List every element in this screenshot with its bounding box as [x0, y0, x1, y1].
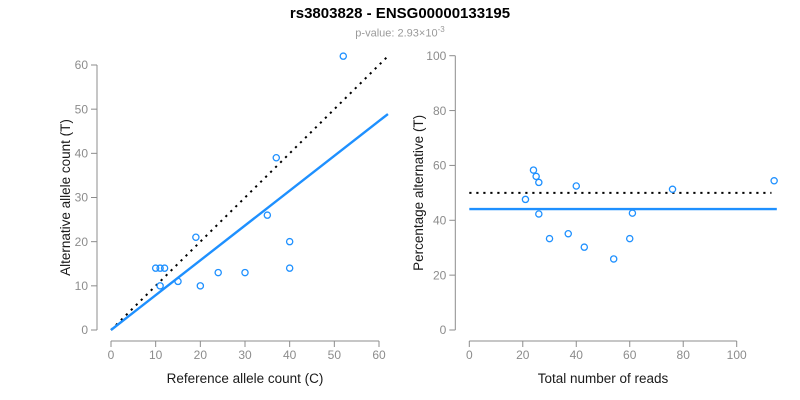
pvalue-exponent: -3 — [437, 25, 445, 34]
data-point — [625, 234, 634, 243]
x-tick-label: 10 — [149, 348, 163, 362]
y-axis-title: Alternative allele count (T) — [58, 119, 73, 276]
data-point — [241, 268, 249, 277]
x-tick-label: 30 — [238, 348, 252, 362]
data-point — [580, 243, 589, 251]
y-tick-label: 60 — [75, 58, 89, 72]
x-tick-label: 80 — [677, 348, 691, 362]
x-tick-label: 50 — [328, 348, 342, 362]
x-axis-title: Reference allele count (C) — [167, 371, 324, 386]
y-tick-label: 0 — [440, 323, 447, 337]
figure-subtitle: p-value: 2.93×10-3 — [0, 25, 800, 40]
data-point — [535, 210, 543, 218]
data-point — [160, 264, 169, 272]
data-point — [521, 195, 530, 204]
x-tick-label: 40 — [570, 348, 584, 362]
y-tick-label: 30 — [75, 191, 89, 205]
y-tick-label: 10 — [75, 279, 89, 293]
x-tick-label: 0 — [466, 348, 473, 362]
y-tick-label: 40 — [433, 213, 447, 227]
y-axis-title: Percentage alternative (T) — [411, 115, 426, 271]
x-tick-label: 60 — [623, 348, 637, 362]
y-tick-label: 60 — [433, 159, 447, 173]
data-point — [628, 209, 637, 217]
data-point — [151, 264, 160, 272]
y-tick-label: 0 — [81, 323, 88, 337]
data-point — [156, 282, 164, 290]
y-tick-label: 40 — [75, 147, 89, 161]
data-point — [339, 52, 348, 60]
x-tick-label: 20 — [516, 348, 530, 362]
y-tick-label: 80 — [433, 104, 447, 118]
y-tick-label: 100 — [426, 49, 446, 63]
x-tick-label: 60 — [372, 348, 386, 362]
y-tick-label: 20 — [75, 235, 89, 249]
fit-line — [110, 113, 389, 331]
pvalue-prefix: p-value: — [355, 27, 398, 40]
data-point — [156, 264, 164, 272]
pvalue-mantissa: 2.93×10 — [397, 27, 438, 40]
x-axis-title: Total number of reads — [538, 371, 669, 386]
data-point — [545, 234, 554, 243]
data-point — [572, 182, 581, 190]
identity-line — [110, 55, 389, 331]
data-point — [285, 264, 294, 272]
data-point — [535, 178, 543, 187]
x-tick-label: 0 — [108, 348, 115, 362]
data-point — [609, 255, 618, 263]
data-point — [564, 229, 572, 238]
x-tick-label: 100 — [727, 348, 747, 362]
y-tick-label: 20 — [433, 268, 447, 282]
data-point — [272, 153, 281, 162]
data-point — [770, 177, 778, 185]
figure-title: rs3803828 - ENSG00000133195 — [289, 5, 511, 22]
data-point — [174, 277, 182, 286]
y-tick-label: 50 — [75, 102, 89, 116]
data-point — [196, 282, 205, 290]
percentage-plot: 0 20 40 60 80 100 0 20 40 60 80 100 Total number of … — [411, 49, 778, 386]
x-tick-label: 40 — [283, 348, 297, 362]
data-point — [192, 233, 200, 241]
data-point — [285, 237, 294, 246]
data-point — [263, 211, 272, 219]
data-point — [532, 172, 540, 181]
data-point — [668, 185, 677, 194]
data-point — [529, 166, 538, 174]
data-point — [214, 268, 222, 277]
allele-counts-plot: 0 10 20 30 40 50 60 0 10 20 30 40 50 60 Reference alle… — [58, 52, 389, 386]
x-tick-label: 20 — [194, 348, 208, 362]
